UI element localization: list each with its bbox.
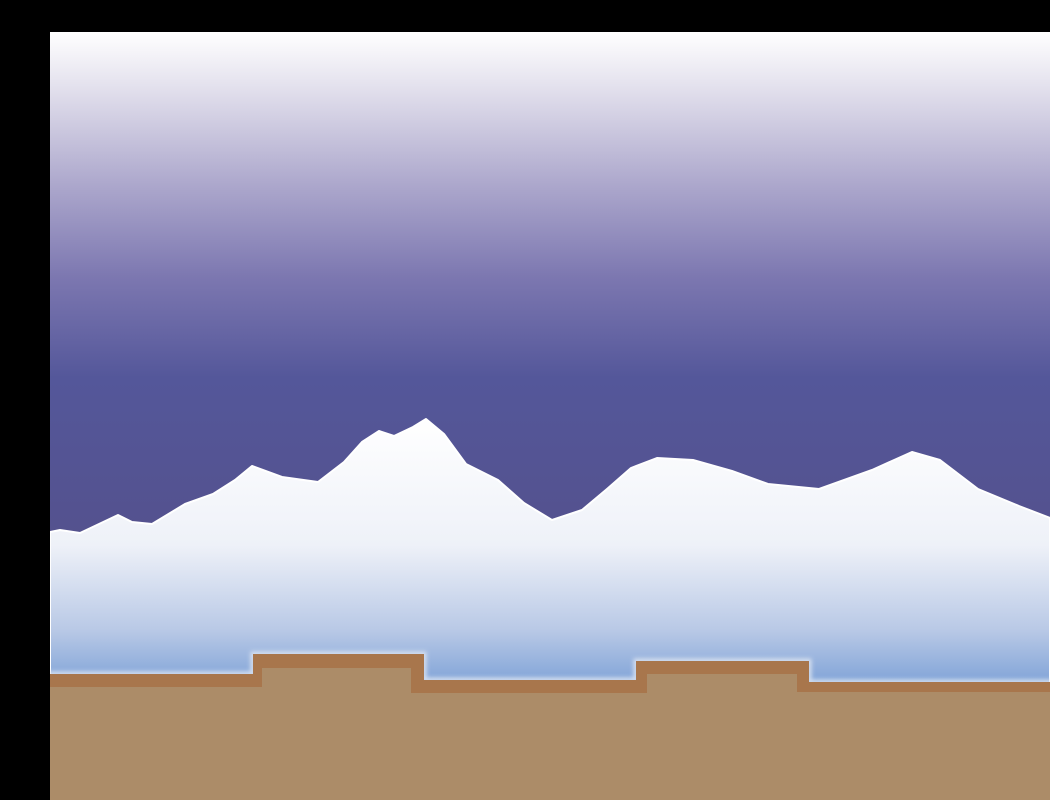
snowy-mountain-range: [50, 418, 1050, 701]
ground-fill: [50, 668, 1050, 800]
game-scene: [50, 32, 1050, 800]
game-viewport[interactable]: [50, 32, 1050, 800]
